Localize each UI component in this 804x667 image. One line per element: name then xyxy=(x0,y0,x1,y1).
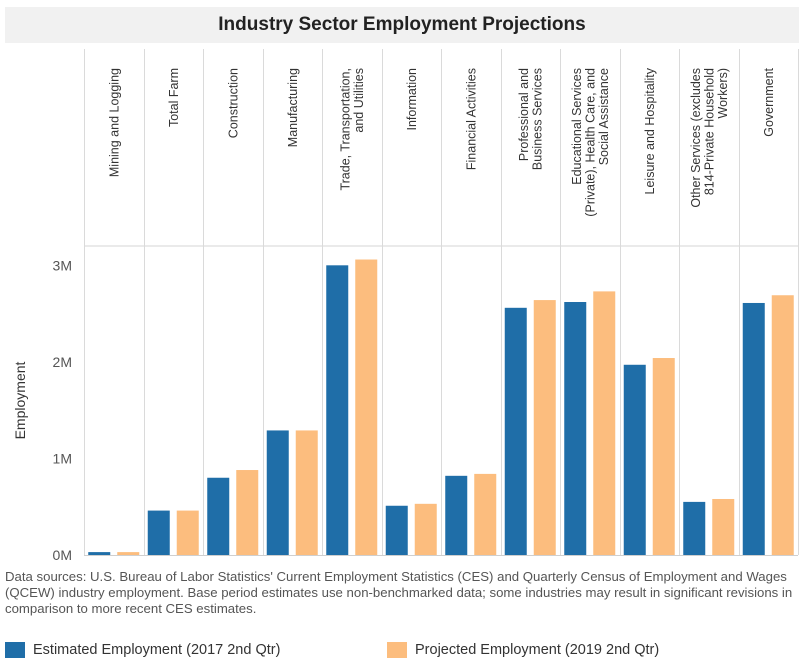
bar-projected xyxy=(176,510,199,555)
bar-projected xyxy=(593,291,616,555)
category-label: Educational Services xyxy=(570,68,584,185)
bar-projected xyxy=(474,473,497,555)
bar-projected xyxy=(712,498,735,555)
bar-projected xyxy=(236,470,259,555)
category-label: Trade, Transportation, xyxy=(339,68,353,191)
bar-projected xyxy=(652,358,675,555)
category-label: (Private), Health Care, and xyxy=(583,68,597,217)
category-label: Social Assistance xyxy=(597,68,611,165)
footnote: Data sources: U.S. Bureau of Labor Stati… xyxy=(5,569,793,616)
bar-estimated xyxy=(742,302,765,555)
category-label: Mining and Logging xyxy=(107,68,121,177)
bar-estimated xyxy=(683,501,706,555)
legend-item-estimated[interactable]: Estimated Employment (2017 2nd Qtr) xyxy=(5,640,280,660)
category-label: Other Services (excludes xyxy=(689,68,703,208)
bar-projected xyxy=(117,552,140,555)
bar-projected xyxy=(414,503,437,555)
category-label: Total Farm xyxy=(167,68,181,127)
category-label: Business Services xyxy=(531,68,545,170)
bar-projected xyxy=(771,295,794,555)
category-label: Manufacturing xyxy=(286,68,300,147)
category-label: Government xyxy=(762,67,776,136)
chart-area: 0M 1M 2M 3M Employment Mining and Logging Tota… xyxy=(12,49,799,560)
legend-label-estimated: Estimated Employment (2017 2nd Qtr) xyxy=(33,642,281,658)
legend-swatch-estimated xyxy=(5,642,25,658)
category-label: Construction xyxy=(226,68,240,138)
bar-projected xyxy=(533,300,556,555)
bar-estimated xyxy=(623,364,646,555)
bar-estimated xyxy=(445,475,468,555)
bar-estimated xyxy=(88,552,111,555)
bar-estimated xyxy=(564,302,587,555)
category-label: 814-Private Household xyxy=(702,68,716,195)
bar-projected xyxy=(295,430,318,555)
chart-title: Industry Sector Employment Projections xyxy=(218,14,586,35)
bar-estimated xyxy=(147,510,170,555)
category-label: Workers) xyxy=(716,68,730,118)
y-tick-label: 2M xyxy=(53,354,72,370)
y-axis-title: Employment xyxy=(12,361,28,439)
bar-projected xyxy=(355,259,378,555)
y-tick-label: 0M xyxy=(53,547,72,560)
bar-estimated xyxy=(266,430,289,555)
bar-estimated xyxy=(326,265,349,555)
category-label: Information xyxy=(405,68,419,131)
category-label: and Utilities xyxy=(352,68,366,133)
legend-label-projected: Projected Employment (2019 2nd Qtr) xyxy=(415,642,660,658)
category-label: Professional and xyxy=(517,68,531,161)
title-bar: Industry Sector Employment Projections xyxy=(5,7,799,43)
bar-estimated xyxy=(504,307,527,555)
bar-estimated xyxy=(207,477,230,555)
bar-estimated xyxy=(385,505,408,555)
category-label: Financial Activities xyxy=(464,68,478,170)
legend-item-projected[interactable]: Projected Employment (2019 2nd Qtr) xyxy=(387,640,659,660)
y-tick-label: 1M xyxy=(53,450,72,466)
y-tick-label: 3M xyxy=(53,257,72,273)
category-label: Leisure and Hospitality xyxy=(643,67,657,194)
legend-swatch-projected xyxy=(387,642,407,658)
legend: Estimated Employment (2017 2nd Qtr) Proj… xyxy=(5,640,799,662)
